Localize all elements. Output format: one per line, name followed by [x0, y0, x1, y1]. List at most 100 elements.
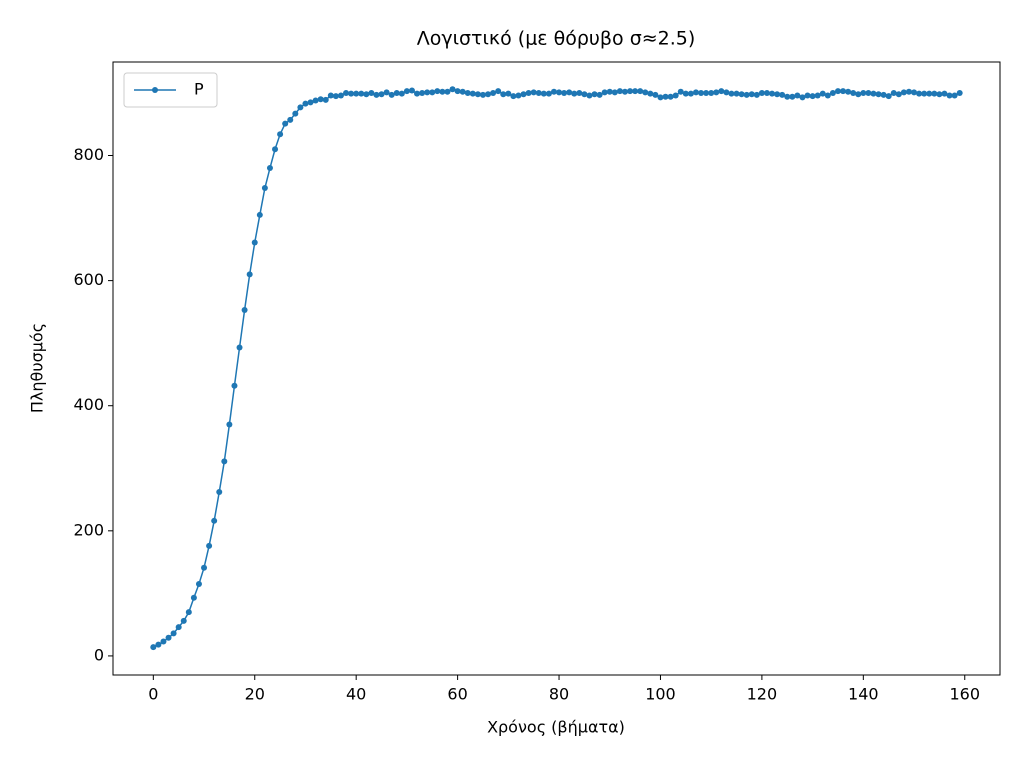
point — [424, 89, 431, 96]
point — [616, 88, 623, 95]
point — [175, 624, 182, 631]
point — [911, 89, 918, 96]
point — [251, 239, 258, 246]
point — [287, 116, 294, 123]
point — [474, 91, 481, 98]
point — [824, 92, 831, 99]
legend: P — [123, 72, 218, 108]
point — [444, 88, 451, 95]
point — [956, 89, 963, 96]
x-tick-label: 80 — [549, 685, 569, 704]
point — [282, 120, 289, 127]
point — [774, 91, 781, 98]
point — [515, 92, 522, 99]
point — [758, 89, 765, 96]
point — [414, 90, 421, 97]
point — [733, 90, 740, 97]
point — [363, 91, 370, 98]
x-tick-label: 20 — [245, 685, 265, 704]
x-axis-label: Χρόνος (βήματα) — [487, 718, 625, 737]
y-tick-label: 0 — [94, 645, 104, 664]
legend-marker — [152, 87, 158, 93]
plot-frame — [112, 61, 1001, 676]
point — [165, 634, 172, 641]
point — [479, 91, 486, 98]
point — [195, 580, 202, 587]
point — [769, 90, 776, 97]
point — [348, 90, 355, 97]
point — [581, 91, 588, 98]
point — [698, 89, 705, 96]
point — [946, 92, 953, 99]
point — [845, 88, 852, 95]
point — [540, 90, 547, 97]
point — [434, 88, 441, 95]
x-tick-label: 100 — [645, 685, 676, 704]
point — [571, 90, 578, 97]
point — [297, 104, 304, 111]
x-tick-label: 40 — [346, 685, 366, 704]
x-tick-label: 120 — [747, 685, 778, 704]
point — [408, 87, 415, 94]
point — [890, 89, 897, 96]
point — [738, 91, 745, 98]
point — [525, 89, 532, 96]
chart-title: Λογιστικό (με θόρυβο σ≈2.5) — [417, 28, 696, 50]
point — [652, 91, 659, 98]
point — [784, 93, 791, 100]
point — [221, 458, 228, 465]
point — [875, 91, 882, 98]
point — [530, 89, 537, 96]
point — [459, 88, 466, 95]
point — [687, 90, 694, 97]
point — [921, 90, 928, 97]
point — [429, 89, 436, 96]
point — [682, 90, 689, 97]
point — [748, 91, 755, 98]
point — [789, 93, 796, 100]
point — [302, 100, 309, 107]
point — [834, 88, 841, 95]
point — [368, 89, 375, 96]
point — [378, 91, 385, 98]
point — [393, 89, 400, 96]
x-tick-label: 0 — [148, 685, 158, 704]
point — [586, 92, 593, 99]
point — [753, 91, 760, 98]
point — [809, 93, 816, 100]
point — [860, 89, 867, 96]
point — [642, 89, 649, 96]
point — [170, 630, 177, 637]
point — [703, 89, 710, 96]
point — [794, 92, 801, 99]
point — [819, 90, 826, 97]
point — [672, 92, 679, 99]
point — [576, 89, 583, 96]
point — [353, 90, 360, 97]
point — [535, 89, 542, 96]
point — [723, 89, 730, 96]
point — [804, 92, 811, 99]
point — [829, 89, 836, 96]
point — [601, 89, 608, 96]
point — [657, 94, 664, 101]
point — [383, 89, 390, 96]
point — [160, 638, 167, 645]
point — [566, 89, 573, 96]
point — [495, 88, 502, 95]
point — [708, 89, 715, 96]
point — [266, 165, 273, 172]
point — [292, 110, 299, 117]
point — [231, 382, 238, 389]
point — [216, 489, 223, 496]
point — [454, 88, 461, 95]
y-tick-label: 800 — [73, 145, 104, 164]
point — [692, 89, 699, 96]
point — [885, 93, 892, 100]
point — [490, 89, 497, 96]
point — [201, 564, 208, 571]
point — [561, 89, 568, 96]
x-tick-label: 160 — [949, 685, 980, 704]
point — [256, 211, 263, 218]
point — [951, 92, 958, 99]
